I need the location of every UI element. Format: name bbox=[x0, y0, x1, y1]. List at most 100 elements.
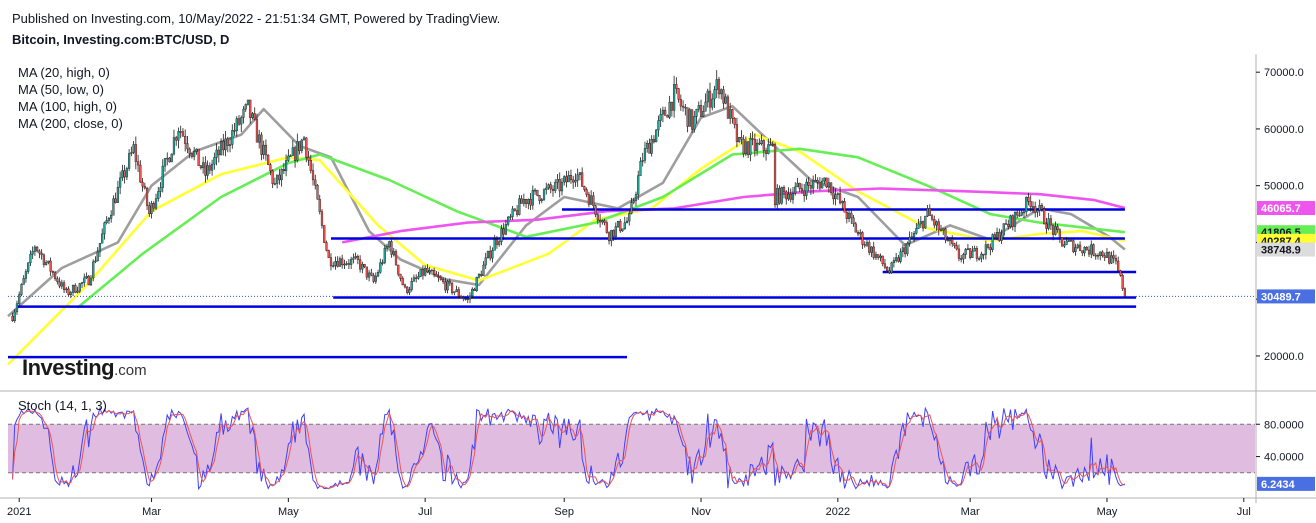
y-tick-label: 20000.0 bbox=[1264, 351, 1304, 363]
x-tick-label: May bbox=[1097, 506, 1118, 518]
candle-body bbox=[119, 177, 122, 188]
candle-body bbox=[713, 89, 716, 100]
candle-body bbox=[260, 134, 263, 155]
x-tick-label: Jul bbox=[1237, 506, 1251, 518]
candle-body bbox=[708, 90, 712, 108]
candle-body bbox=[397, 264, 400, 275]
candle-body bbox=[323, 225, 326, 243]
candle-body bbox=[338, 258, 342, 267]
candle-body bbox=[742, 138, 745, 155]
candle-body bbox=[280, 168, 283, 181]
candle-body bbox=[832, 192, 835, 200]
candle-body bbox=[262, 144, 265, 155]
candle-body bbox=[753, 138, 756, 151]
candle-body bbox=[78, 283, 81, 292]
candle-body bbox=[276, 174, 279, 184]
candle-body bbox=[242, 108, 245, 118]
candle-body bbox=[204, 162, 207, 176]
candle-body bbox=[702, 111, 705, 117]
candle-body bbox=[928, 208, 931, 216]
candle-body bbox=[585, 189, 588, 195]
candle-body bbox=[614, 226, 617, 237]
legend-ma20: MA (20, high, 0) bbox=[18, 65, 110, 80]
candle-body bbox=[213, 157, 216, 165]
candle-body bbox=[352, 257, 355, 260]
candle-body bbox=[199, 165, 202, 169]
candle-body bbox=[370, 272, 373, 276]
candle-body bbox=[1034, 206, 1037, 213]
candle-body bbox=[1049, 218, 1053, 226]
candle-body bbox=[995, 231, 999, 238]
candle-body bbox=[778, 188, 781, 204]
candle-body bbox=[908, 236, 911, 244]
candle-body bbox=[681, 105, 685, 108]
candle-body bbox=[110, 214, 113, 219]
candle-body bbox=[978, 258, 981, 260]
candle-body bbox=[231, 130, 234, 145]
candle-body bbox=[1038, 204, 1041, 211]
candle-body bbox=[592, 195, 595, 206]
candle-body bbox=[567, 175, 570, 183]
candle-body bbox=[998, 231, 1001, 241]
candle-body bbox=[74, 284, 77, 293]
candle-body bbox=[679, 99, 682, 107]
candle-body bbox=[989, 247, 992, 250]
candle-body bbox=[628, 213, 631, 222]
candle-body bbox=[298, 141, 301, 151]
candle-body bbox=[877, 254, 880, 258]
stoch-last-tag: 6.2434 bbox=[1261, 479, 1296, 491]
candle-body bbox=[184, 136, 187, 144]
candle-body bbox=[433, 270, 436, 275]
candle-body bbox=[782, 187, 786, 192]
candle-body bbox=[181, 131, 185, 137]
candle-body bbox=[80, 282, 84, 284]
candle-body bbox=[251, 113, 254, 118]
candle-body bbox=[442, 279, 445, 282]
candle-body bbox=[594, 205, 597, 215]
candle-body bbox=[572, 179, 575, 183]
candle-body bbox=[675, 84, 678, 89]
candle-body bbox=[524, 199, 528, 204]
candle-body bbox=[971, 250, 974, 258]
candle-body bbox=[729, 109, 732, 119]
candle-body bbox=[973, 248, 976, 252]
candle-body bbox=[334, 261, 337, 266]
candle-body bbox=[764, 150, 768, 154]
candle-body bbox=[130, 152, 133, 154]
candle-body bbox=[139, 164, 142, 183]
candle-body bbox=[599, 219, 602, 223]
candle-body bbox=[293, 147, 297, 161]
candle-body bbox=[1045, 223, 1048, 229]
candle-body bbox=[646, 143, 649, 149]
candle-body bbox=[895, 257, 898, 261]
candle-body bbox=[625, 220, 629, 223]
candle-body bbox=[296, 141, 299, 161]
candle-body bbox=[789, 193, 792, 200]
candle-body bbox=[159, 187, 162, 192]
candle-body bbox=[838, 193, 842, 204]
candle-body bbox=[134, 144, 137, 162]
candle-body bbox=[374, 275, 377, 282]
candle-body bbox=[904, 247, 907, 255]
candle-body bbox=[128, 153, 131, 169]
candle-body bbox=[717, 79, 721, 95]
x-tick-label: Nov bbox=[691, 506, 711, 518]
candle-body bbox=[1112, 255, 1115, 259]
candle-body bbox=[883, 263, 887, 268]
candle-body bbox=[388, 241, 391, 247]
candle-body bbox=[473, 288, 476, 291]
x-tick-label: 2022 bbox=[826, 506, 850, 518]
candle-body bbox=[190, 153, 194, 157]
candle-body bbox=[482, 264, 485, 276]
candle-body bbox=[392, 251, 395, 255]
candle-body bbox=[1121, 275, 1124, 289]
candle-body bbox=[504, 224, 508, 235]
candle-body bbox=[47, 260, 50, 263]
candle-body bbox=[816, 180, 819, 183]
candle-body bbox=[677, 88, 680, 100]
candle-body bbox=[509, 216, 512, 218]
candle-body bbox=[475, 276, 478, 291]
candle-body bbox=[865, 242, 869, 246]
candle-body bbox=[359, 259, 362, 270]
